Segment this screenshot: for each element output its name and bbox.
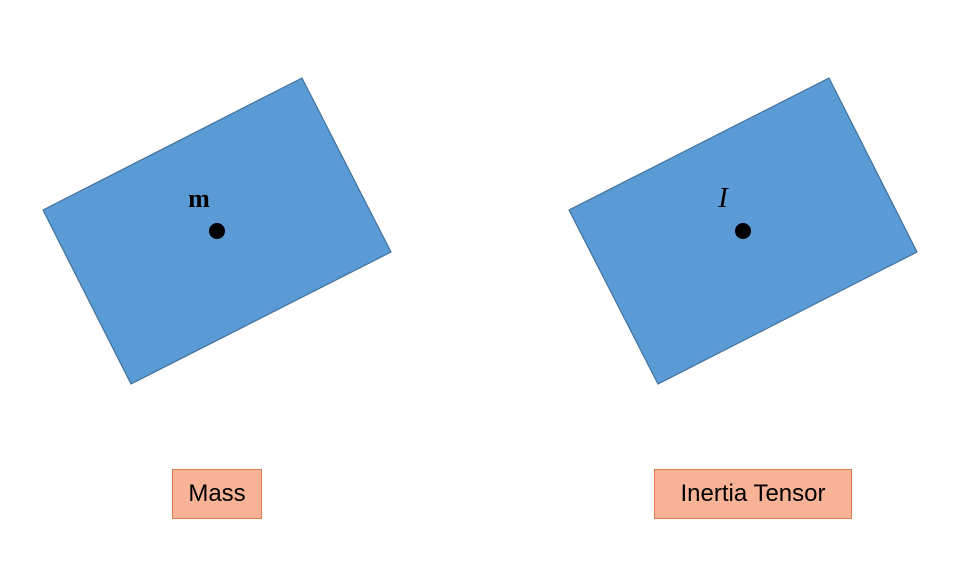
mass-center-point xyxy=(209,223,225,239)
inertia-tensor-label: Inertia Tensor xyxy=(654,469,852,519)
mass-symbol: m xyxy=(188,184,210,213)
mass-label: Mass xyxy=(172,469,262,519)
inertia-center-point xyxy=(735,223,751,239)
inertia-symbol: I xyxy=(717,183,729,214)
